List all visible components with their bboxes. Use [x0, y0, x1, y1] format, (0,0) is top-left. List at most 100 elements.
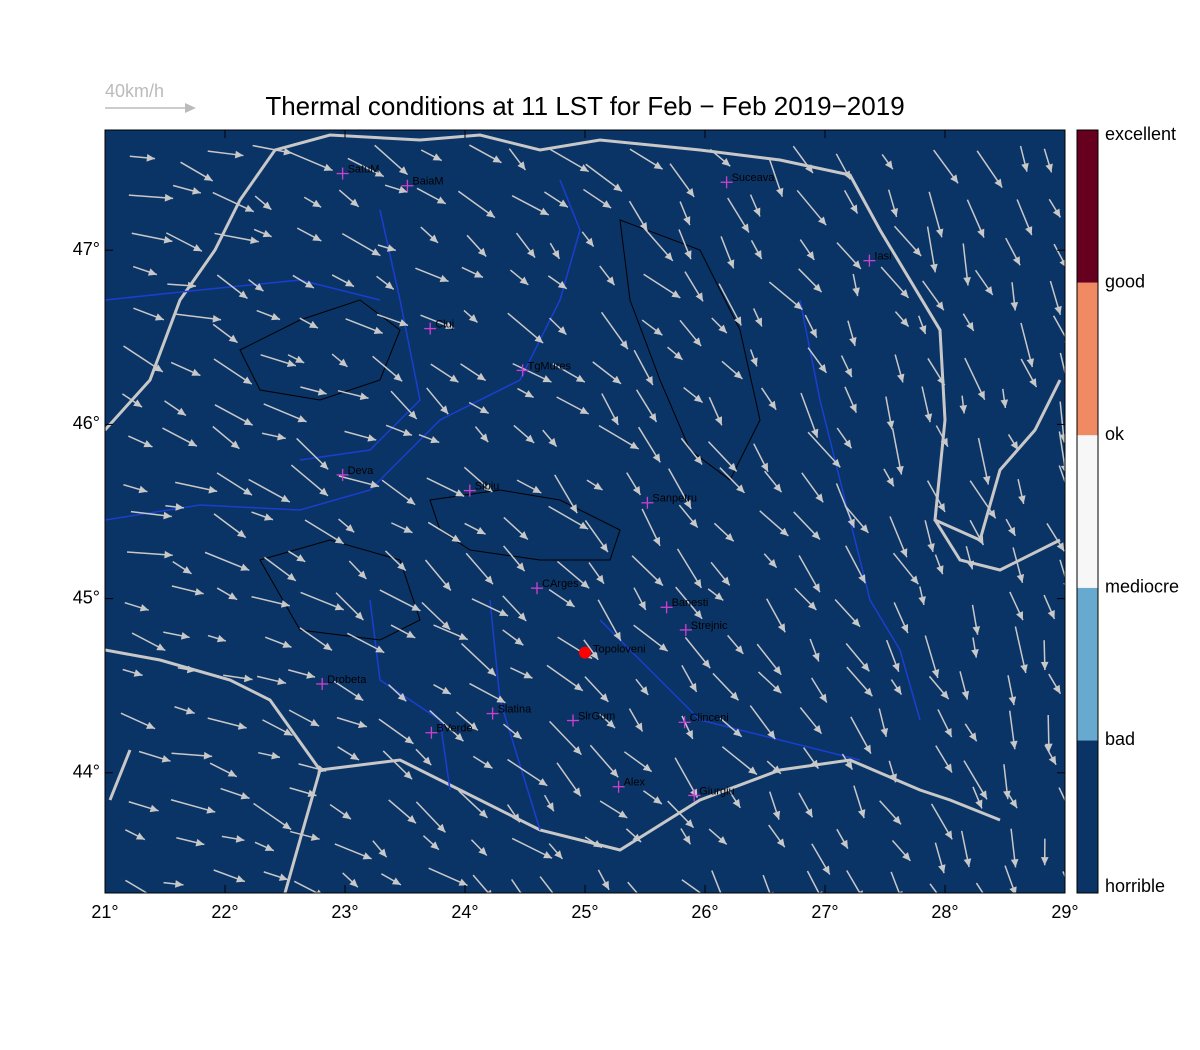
wind-arrow-head: [773, 665, 782, 675]
wind-arrow: [415, 267, 449, 283]
wind-arrow-head: [282, 821, 292, 830]
wind-arrow: [213, 869, 246, 883]
wind-arrow: [336, 716, 368, 729]
station-label: Strejnic: [691, 620, 728, 632]
wind-arrow-head: [573, 682, 583, 691]
wind-arrow: [289, 787, 317, 798]
wind-arrow-head: [194, 588, 204, 596]
wind-arrow: [892, 552, 920, 585]
wind-arrow-head: [600, 693, 609, 702]
wind-arrow-head: [840, 839, 848, 849]
wind-arrow-head: [406, 496, 416, 505]
wind-arrow: [681, 715, 694, 740]
station-label: Slatina: [498, 703, 533, 715]
wind-arrow: [633, 587, 647, 611]
wind-arrow-head: [517, 161, 526, 171]
wind-arrow-head: [721, 158, 731, 167]
station-label: Cluj: [435, 318, 454, 330]
wind-arrow-head: [805, 164, 813, 174]
station-marker: [401, 179, 414, 192]
wind-arrow: [926, 480, 946, 513]
wind-arrow-head: [323, 642, 333, 651]
wind-arrow: [885, 639, 900, 673]
wind-arrow: [846, 870, 863, 893]
wind-arrow: [167, 281, 197, 290]
wind-arrow: [382, 750, 413, 780]
wind-arrow: [643, 273, 681, 299]
wind-arrow: [793, 511, 821, 541]
wind-arrow: [934, 554, 944, 575]
wind-arrow: [709, 148, 731, 167]
wind-arrow-head: [944, 728, 952, 738]
wind-arrow: [207, 717, 247, 730]
wind-arrow-head: [767, 730, 776, 740]
wind-arrow: [676, 548, 703, 589]
wind-arrow: [964, 357, 986, 400]
station-marker: [679, 623, 692, 636]
wind-arrow-head: [280, 494, 290, 503]
wind-arrow: [930, 803, 953, 840]
wind-arrow-head: [398, 166, 408, 175]
wind-arrow: [749, 705, 776, 740]
wind-arrow: [171, 751, 213, 760]
wind-arrow-head: [164, 193, 174, 202]
wind-arrow: [843, 189, 859, 214]
wind-arrow-head: [730, 691, 739, 701]
wind-arrow: [667, 468, 692, 510]
wind-arrow-head: [554, 850, 563, 859]
wind-arrow-head: [606, 276, 615, 286]
wind-arrow: [175, 481, 218, 494]
wind-arrow: [810, 677, 828, 703]
wind-arrow-head: [893, 685, 902, 695]
wind-arrow-head: [164, 550, 173, 559]
wind-arrow-head: [523, 671, 533, 679]
wind-arrow: [174, 706, 195, 715]
station-marker: [531, 582, 543, 595]
wind-arrow: [711, 317, 728, 334]
wind-arrow: [469, 144, 502, 164]
station-label: Suceava: [732, 172, 776, 184]
wind-arrow: [426, 477, 465, 497]
map-title: Thermal conditions at 11 LST for Feb − F…: [265, 91, 904, 121]
wind-arrow: [511, 837, 553, 859]
wind-arrow: [599, 713, 616, 729]
wind-arrow: [213, 513, 247, 539]
wind-arrow: [927, 358, 946, 386]
wind-arrow-head: [552, 249, 560, 259]
wind-arrow-head: [429, 234, 438, 243]
wind-arrow: [960, 830, 972, 868]
wind-arrow: [510, 879, 522, 893]
wind-arrow: [390, 390, 418, 420]
wind-arrow: [216, 274, 248, 300]
wind-arrow: [1044, 744, 1057, 766]
wind-arrow: [959, 671, 970, 700]
wind-arrow: [708, 828, 728, 845]
station-marker: [720, 176, 733, 189]
wind-arrow: [332, 680, 364, 702]
wind-arrow-head: [312, 199, 322, 208]
wind-arrow: [1048, 198, 1062, 218]
station-marker: [688, 789, 701, 802]
wind-arrow: [1005, 237, 1021, 266]
wind-arrow-head: [976, 536, 984, 546]
wind-arrow-head: [844, 760, 853, 770]
wind-arrow: [721, 360, 743, 380]
wind-arrow-head: [931, 669, 940, 678]
wind-arrow-head: [612, 375, 622, 384]
wind-arrow: [637, 426, 661, 463]
wind-arrow-head: [334, 536, 344, 544]
wind-arrow: [251, 511, 274, 521]
wind-arrow: [177, 665, 196, 674]
wind-arrow-head: [295, 355, 305, 363]
wind-arrow-head: [153, 364, 163, 372]
wind-arrow-head: [555, 897, 563, 906]
wind-arrow-head: [813, 724, 822, 734]
wind-arrow-head: [203, 173, 213, 181]
wind-scale-label: 40km/h: [105, 81, 164, 101]
station-marker: [678, 716, 691, 729]
wind-arrow: [713, 522, 735, 542]
wind-arrow: [752, 308, 763, 327]
wind-arrow: [893, 225, 922, 257]
wind-arrow: [457, 190, 496, 219]
wind-arrow-head: [1003, 790, 1011, 800]
